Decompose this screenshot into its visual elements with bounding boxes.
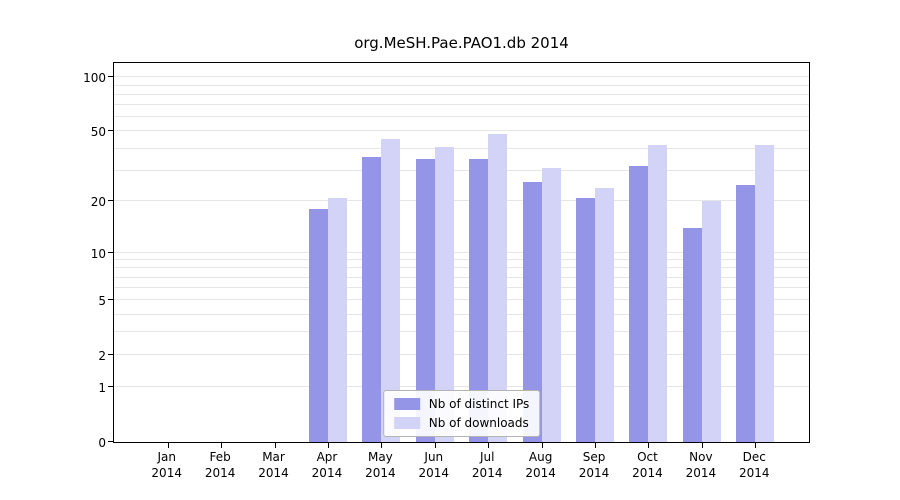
legend-label-distinct-ips: Nb of distinct IPs	[428, 397, 530, 411]
gridline	[114, 76, 809, 78]
x-tick-label: Feb 2014	[204, 450, 236, 480]
gridline	[114, 169, 809, 171]
y-tick-label: 2	[98, 349, 106, 364]
x-tick-mark	[381, 443, 383, 448]
legend-label-downloads: Nb of downloads	[428, 416, 529, 430]
gridline	[114, 130, 809, 132]
legend: Nb of distinct IPs Nb of downloads	[382, 390, 541, 437]
bar-downloads	[488, 134, 508, 442]
legend-item-distinct-ips: Nb of distinct IPs	[393, 397, 530, 411]
gridline	[114, 354, 809, 356]
plot-area: Nb of distinct IPs Nb of downloads	[108, 62, 810, 448]
gridline	[114, 386, 809, 388]
y-tick-mark	[108, 200, 113, 202]
x-tick-mark	[648, 443, 650, 448]
y-tick-label: 50	[90, 125, 106, 140]
x-tick-mark	[434, 443, 436, 448]
y-tick-label: 20	[90, 195, 106, 210]
x-tick-label: Oct 2014	[632, 450, 663, 480]
y-tick-mark	[108, 76, 113, 78]
gridline	[114, 116, 809, 118]
gridline	[114, 84, 809, 86]
x-tick-label: Jul 2014	[471, 450, 503, 480]
x-tick-label: Nov 2014	[685, 450, 717, 480]
y-tick-label: 0	[98, 436, 106, 450]
bar-downloads	[434, 146, 454, 442]
y-axis: 0 1 2 5 10 20 50 100	[0, 62, 106, 450]
gridline	[114, 104, 809, 106]
gridline	[114, 93, 809, 95]
bar-downloads	[327, 197, 347, 442]
x-tick-mark	[167, 443, 169, 448]
x-tick-mark	[221, 443, 223, 448]
bar-distinct-ips	[576, 197, 596, 442]
x-tick-mark	[274, 443, 276, 448]
legend-swatch-distinct-ips-icon	[393, 398, 420, 410]
x-tick-label: Apr 2014	[311, 450, 343, 480]
x-tick-label: May 2014	[365, 450, 396, 480]
x-tick-label: Mar 2014	[258, 450, 289, 480]
y-tick-label: 10	[90, 246, 106, 261]
y-tick-mark	[108, 386, 113, 388]
bar-distinct-ips	[682, 228, 702, 442]
x-tick-mark	[595, 443, 597, 448]
bar-distinct-ips	[469, 158, 489, 442]
bar-distinct-ips	[362, 156, 382, 442]
bar-downloads	[701, 201, 721, 442]
gridline	[114, 251, 809, 253]
gridline	[114, 299, 809, 301]
bar-distinct-ips	[308, 209, 328, 442]
chart-title: org.MeSH.Pae.PAO1.db 2014	[354, 34, 569, 52]
gridline	[114, 259, 809, 261]
x-tick-mark	[701, 443, 703, 448]
gridline	[114, 276, 809, 278]
bar-distinct-ips	[415, 158, 435, 442]
x-tick-mark	[755, 443, 757, 448]
gridline	[114, 287, 809, 289]
x-tick-mark	[327, 443, 329, 448]
y-tick-label: 5	[98, 294, 106, 309]
y-tick-mark	[108, 251, 113, 253]
bar-distinct-ips	[522, 181, 542, 442]
gridline	[114, 200, 809, 202]
y-tick-label: 100	[83, 71, 106, 86]
x-tick-label: Jun 2014	[418, 450, 450, 480]
gridline	[114, 313, 809, 315]
x-tick-label: Jan 2014	[151, 450, 182, 480]
x-tick-mark	[541, 443, 543, 448]
legend-swatch-downloads-icon	[393, 417, 420, 429]
y-tick-mark	[108, 441, 113, 442]
gridline	[114, 331, 809, 333]
y-tick-mark	[108, 354, 113, 356]
gridline	[114, 147, 809, 149]
y-tick-label: 1	[98, 381, 106, 396]
gridline	[114, 267, 809, 269]
bar-downloads	[381, 139, 401, 442]
bar-distinct-ips	[629, 165, 649, 442]
x-tick-mark	[488, 443, 490, 448]
bar-downloads	[595, 187, 615, 442]
bar-downloads	[755, 144, 775, 442]
x-tick-label: Aug 2014	[525, 450, 556, 480]
x-tick-label: Dec 2014	[739, 450, 770, 480]
bar-distinct-ips	[736, 184, 756, 442]
legend-item-downloads: Nb of downloads	[393, 416, 530, 430]
x-tick-label: Sep 2014	[578, 450, 610, 480]
x-axis: Jan 2014 Feb 2014 Mar 2014 Apr 2014 May 2014 Jun 20…	[113, 449, 810, 491]
y-tick-mark	[108, 299, 113, 301]
y-tick-mark	[108, 130, 113, 132]
bar-downloads	[541, 168, 561, 442]
bar-downloads	[648, 144, 668, 442]
